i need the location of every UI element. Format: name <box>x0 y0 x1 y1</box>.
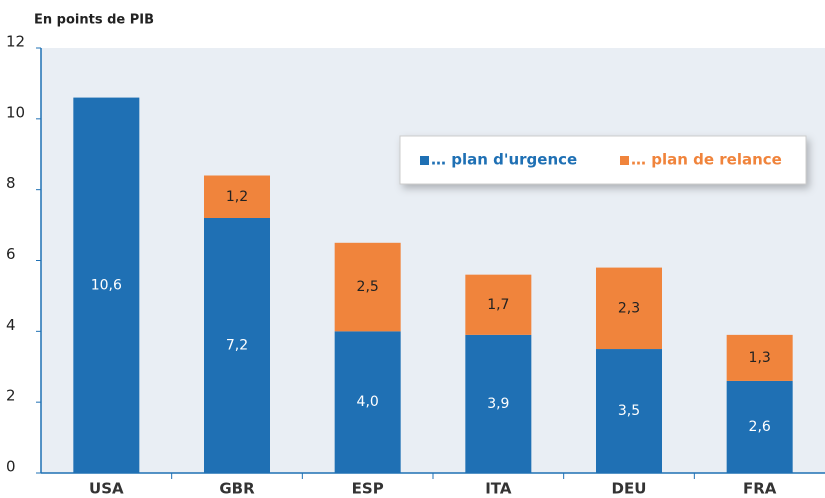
value-label: 1,2 <box>226 189 248 205</box>
bar-segment <box>204 175 270 218</box>
x-tick-label: FRA <box>743 480 777 498</box>
legend-swatch <box>420 156 429 165</box>
x-tick-label: DEU <box>612 480 647 498</box>
value-label: 3,9 <box>487 396 509 412</box>
legend-label: … plan de relance <box>631 151 782 169</box>
x-tick-label: GBR <box>219 480 255 498</box>
bar-segment <box>596 267 662 350</box>
bar-segment <box>465 334 532 473</box>
value-label: 2,3 <box>618 300 640 316</box>
value-label: 3,5 <box>618 403 640 419</box>
bar-segment <box>334 242 401 332</box>
value-label: 10,6 <box>91 277 122 293</box>
plot-background <box>41 48 825 473</box>
y-tick-label: 8 <box>6 174 16 192</box>
bar-segment <box>465 274 532 335</box>
x-tick-label: ITA <box>485 480 512 498</box>
legend-swatch <box>620 156 629 165</box>
y-tick-label: 2 <box>6 387 16 405</box>
value-label: 7,2 <box>226 338 248 354</box>
bar-segment <box>73 97 140 473</box>
legend-label: … plan d'urgence <box>431 151 577 169</box>
bar-segment <box>334 331 401 473</box>
value-label: 1,3 <box>749 350 771 366</box>
y-tick-label: 10 <box>6 103 25 121</box>
y-tick-label: 6 <box>6 245 16 263</box>
bar-segment <box>726 380 793 473</box>
x-tick-label: ESP <box>352 480 384 498</box>
y-axis-label: En points de PIB <box>34 13 154 28</box>
value-label: 2,6 <box>749 419 771 435</box>
y-tick-label: 0 <box>6 458 16 476</box>
y-tick-label: 12 <box>6 33 25 51</box>
y-tick-label: 4 <box>6 316 16 334</box>
legend-box <box>399 135 807 185</box>
x-tick-label: USA <box>89 480 124 498</box>
value-label: 2,5 <box>357 279 379 295</box>
value-label: 4,0 <box>357 394 379 410</box>
bar-segment <box>204 218 270 473</box>
bar-segment <box>596 349 662 473</box>
bar-segment <box>726 334 793 381</box>
value-label: 1,7 <box>487 297 509 313</box>
